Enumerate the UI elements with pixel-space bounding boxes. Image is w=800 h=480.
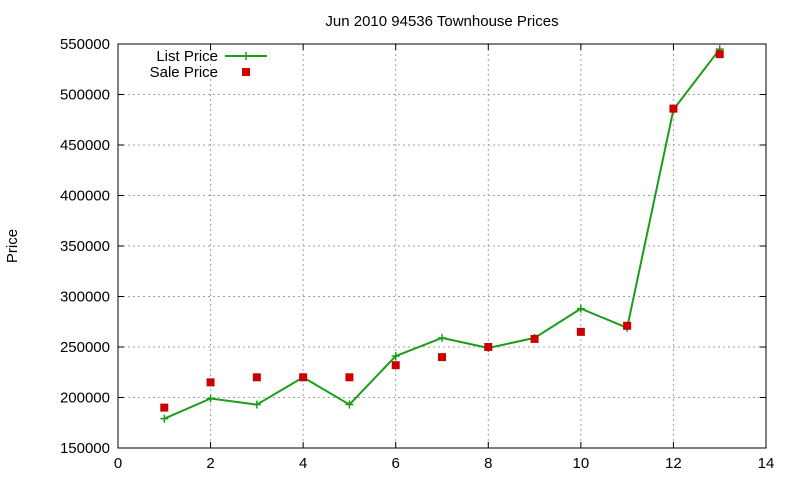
sale-price-point (391, 361, 400, 370)
sale-price-point (345, 373, 354, 382)
legend-plus-marker (242, 52, 250, 60)
sale-price-point (530, 334, 539, 343)
y-tick-label: 200000 (60, 390, 110, 407)
series (160, 45, 724, 423)
y-tick-label: 150000 (60, 440, 110, 457)
series-list-price (160, 45, 724, 423)
x-tick-label: 14 (758, 455, 775, 472)
list-price-point (576, 304, 585, 313)
x-tick-label: 8 (484, 455, 492, 472)
y-tick-label: 500000 (60, 87, 110, 104)
sale-price-point (484, 343, 493, 351)
sale-price-point (160, 403, 169, 412)
sale-price-point (206, 378, 215, 387)
y-tick-label: 250000 (60, 339, 110, 356)
list-price-point (206, 394, 215, 403)
list-price-line (163, 48, 721, 420)
x-tick-label: 10 (573, 455, 590, 472)
list-price-point (438, 333, 446, 342)
legend-label: List Price (156, 48, 218, 65)
sale-price-point (669, 104, 678, 113)
y-tick-label: 550000 (60, 36, 110, 53)
x-tick-label: 2 (206, 455, 214, 472)
sale-price-point (576, 327, 585, 336)
y-tick-label: 350000 (60, 238, 110, 255)
sale-price-point (715, 50, 724, 59)
list-price-point (345, 400, 354, 409)
x-tick-label: 6 (392, 455, 400, 472)
y-tick-label: 450000 (60, 137, 110, 154)
sale-price-point (252, 373, 261, 382)
legend-square-marker (242, 68, 250, 76)
grid (118, 44, 766, 448)
x-tick-label: 12 (665, 455, 682, 472)
sale-price-point (438, 353, 446, 362)
axis-ticks: 0 2 4 6 8 10 12 14 150000 200000 250000 300000 35000… (60, 36, 774, 472)
series-sale-price (160, 50, 724, 412)
y-axis-label: Price (4, 229, 21, 263)
list-price-point (160, 414, 169, 423)
y-tick-label: 300000 (60, 289, 110, 306)
list-price-point (252, 400, 261, 409)
y-tick-label: 400000 (60, 188, 110, 205)
x-tick-label: 0 (114, 455, 122, 472)
sale-price-point (299, 373, 308, 382)
legend-label: Sale Price (150, 64, 218, 81)
sale-price-point (623, 321, 632, 330)
list-price-point (391, 352, 400, 361)
x-tick-label: 4 (299, 455, 307, 472)
chart-title: Jun 2010 94536 Townhouse Prices (325, 13, 558, 30)
